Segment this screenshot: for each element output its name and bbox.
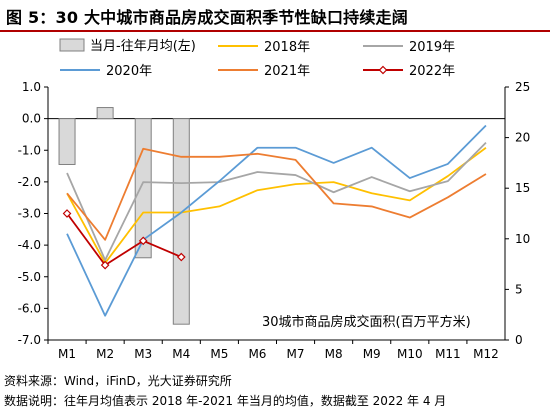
right-axis-tick-label: 20 — [515, 131, 530, 145]
legend-label-series: 2020年 — [106, 64, 152, 79]
legend-swatch-bar — [59, 38, 85, 52]
series-line-2018年 — [66, 146, 487, 264]
series-line-2022年 — [66, 212, 182, 267]
left-axis-tick-label: -4.0 — [18, 238, 41, 252]
left-axis-tick-label: -3.0 — [18, 207, 41, 221]
left-axis-tick-label: -7.0 — [18, 333, 41, 347]
left-axis-tick-label: 0.0 — [22, 112, 41, 126]
x-axis-tick-label: M1 — [58, 347, 76, 361]
x-axis-tick-label: M9 — [363, 347, 381, 361]
x-axis-tick-label: M7 — [287, 347, 305, 361]
x-axis-tick-label: M11 — [435, 347, 461, 361]
series-marker-2022年 — [138, 236, 148, 246]
series-marker-2022年 — [62, 209, 72, 218]
bar-gap — [134, 118, 152, 259]
series-line-2020年 — [66, 124, 487, 317]
figure-title: 图 5：30 大中城市商品房成交面积季节性缺口持续走阔 — [6, 8, 408, 27]
chart: 1.0 0.0 -1.0 -2.0 -3.0 -4.0 -5.0 -6.0 -7.0 25 20 15… — [18, 38, 530, 361]
series-marker-2022年 — [100, 260, 110, 270]
x-axis-tick-label: M5 — [210, 347, 228, 361]
left-axis-tick-label: -5.0 — [18, 270, 41, 284]
x-axis-tick-label: M6 — [248, 347, 266, 361]
source-note: 资料来源：Wind，iFinD，光大证券研究所 — [4, 374, 232, 388]
x-axis-tick-label: M10 — [397, 347, 423, 361]
series-marker-2022年 — [176, 252, 186, 262]
left-axis-tick-label: -1.0 — [18, 143, 41, 157]
left-axis-tick-label: 1.0 — [22, 80, 41, 94]
right-axis-tick-label: 0 — [515, 333, 523, 347]
x-axis-tick-label: M3 — [134, 347, 152, 361]
legend-label-series: 2019年 — [409, 40, 455, 55]
legend-label-bar: 当月-往年月均(左) — [90, 39, 196, 54]
data-explanation-note: 数据说明：往年月均值表示 2018 年-2021 年当月的均值，数据截至 202… — [4, 394, 447, 408]
legend-swatch-marker — [378, 65, 388, 75]
right-axis-tick-label: 5 — [515, 282, 523, 296]
bar-gap — [172, 118, 190, 325]
right-axis-tick-label: 10 — [515, 232, 530, 246]
legend-label-series: 2022年 — [409, 64, 455, 79]
x-axis-tick-label: M4 — [172, 347, 190, 361]
legend-label-series: 2021年 — [264, 64, 310, 79]
bar-gap — [96, 107, 114, 120]
left-axis-tick-label: -2.0 — [18, 175, 41, 189]
right-axis-tick-label: 15 — [515, 181, 530, 195]
x-axis-tick-label: M12 — [473, 347, 499, 361]
left-axis-tick-label: -6.0 — [18, 301, 41, 315]
title-divider — [0, 30, 550, 32]
series-line-2021年 — [66, 147, 487, 241]
x-axis-tick-label: M2 — [96, 347, 114, 361]
series-line-2019年 — [66, 142, 487, 261]
chart-annotation: 30城市商品房成交面积(百万平方米) — [262, 314, 471, 330]
bar-gap — [58, 118, 76, 165]
legend-label-series: 2018年 — [264, 40, 310, 55]
x-axis-tick-label: M8 — [325, 347, 343, 361]
right-axis-tick-label: 25 — [515, 80, 530, 94]
